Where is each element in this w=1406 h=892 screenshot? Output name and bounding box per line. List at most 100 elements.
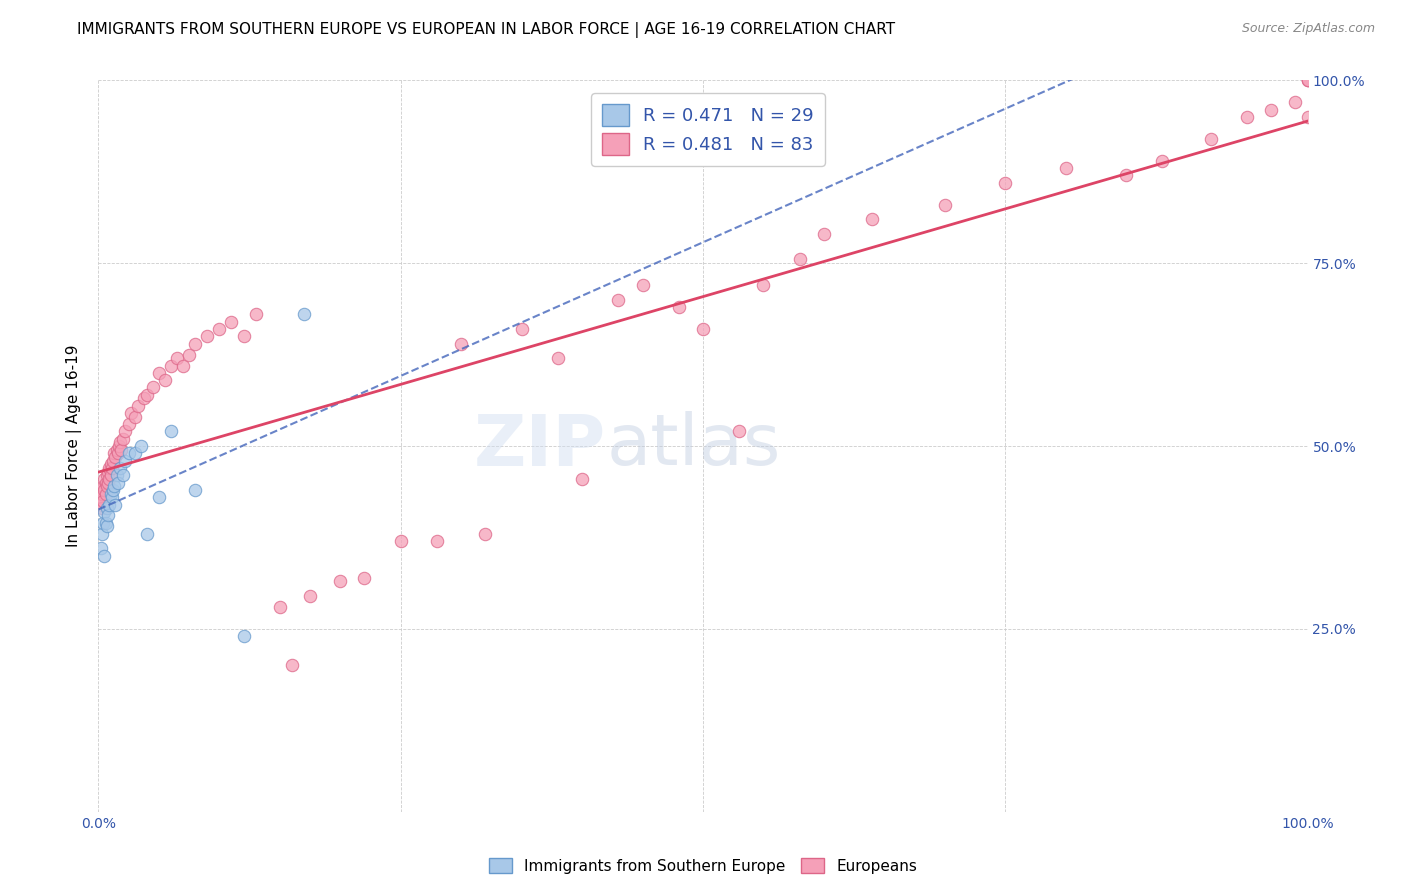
Point <box>105 442 128 457</box>
Point <box>245 307 267 321</box>
Point <box>98 472 121 486</box>
Point <box>195 329 218 343</box>
Point <box>426 534 449 549</box>
Point <box>281 658 304 673</box>
Point <box>728 425 751 439</box>
Point <box>91 494 114 508</box>
Point <box>135 388 157 402</box>
Point <box>94 475 117 490</box>
Point <box>1284 95 1306 110</box>
Point <box>221 315 243 329</box>
Point <box>153 373 176 387</box>
Point <box>94 486 117 500</box>
Point <box>129 439 152 453</box>
Point <box>118 446 141 460</box>
Point <box>389 534 412 549</box>
Point <box>118 417 141 431</box>
Point <box>510 322 533 336</box>
Point <box>101 483 124 497</box>
Point <box>353 571 375 585</box>
Point <box>135 526 157 541</box>
Text: Source: ZipAtlas.com: Source: ZipAtlas.com <box>1241 22 1375 36</box>
Point <box>108 461 131 475</box>
Point <box>184 336 207 351</box>
Point <box>91 501 114 516</box>
Point <box>1152 153 1174 168</box>
Point <box>100 468 122 483</box>
Point <box>1296 110 1319 124</box>
Point <box>813 227 835 241</box>
Point <box>124 446 146 460</box>
Point <box>100 461 122 475</box>
Point <box>474 526 496 541</box>
Point <box>668 300 690 314</box>
Point <box>172 359 194 373</box>
Point <box>114 425 136 439</box>
Point <box>93 472 115 486</box>
Y-axis label: In Labor Force | Age 16-19: In Labor Force | Age 16-19 <box>66 344 83 548</box>
Point <box>93 505 115 519</box>
Point <box>160 425 183 439</box>
Point <box>90 541 112 556</box>
Point <box>96 519 118 533</box>
Point <box>97 465 120 479</box>
Point <box>1296 73 1319 87</box>
Point <box>91 526 114 541</box>
Point <box>101 453 124 467</box>
Point <box>89 498 111 512</box>
Point <box>1296 73 1319 87</box>
Text: ZIP: ZIP <box>474 411 606 481</box>
Point <box>114 453 136 467</box>
Point <box>111 432 134 446</box>
Point <box>108 439 131 453</box>
Point <box>91 486 114 500</box>
Point <box>100 457 122 471</box>
Point <box>100 486 122 500</box>
Point <box>1199 132 1222 146</box>
Point <box>98 498 121 512</box>
Point <box>450 336 472 351</box>
Legend: R = 0.471   N = 29, R = 0.481   N = 83: R = 0.471 N = 29, R = 0.481 N = 83 <box>591 93 825 166</box>
Point <box>994 176 1017 190</box>
Point <box>1260 103 1282 117</box>
Point <box>108 435 131 450</box>
Point <box>93 549 115 563</box>
Point <box>1236 110 1258 124</box>
Point <box>124 409 146 424</box>
Point <box>111 468 134 483</box>
Point <box>104 450 127 464</box>
Point <box>208 322 231 336</box>
Point <box>103 446 125 460</box>
Point <box>148 490 170 504</box>
Point <box>93 483 115 497</box>
Text: atlas: atlas <box>606 411 780 481</box>
Point <box>1054 161 1077 175</box>
Point <box>127 399 149 413</box>
Point <box>934 197 956 211</box>
Point <box>103 479 125 493</box>
Point <box>148 366 170 380</box>
Point <box>120 406 142 420</box>
Point <box>232 329 254 343</box>
Legend: Immigrants from Southern Europe, Europeans: Immigrants from Southern Europe, Europea… <box>484 852 922 880</box>
Point <box>571 472 593 486</box>
Point <box>97 475 120 490</box>
Point <box>107 475 129 490</box>
Point <box>232 629 254 643</box>
Point <box>299 589 322 603</box>
Point <box>96 501 118 516</box>
Point <box>97 508 120 523</box>
Point <box>329 574 352 589</box>
Point <box>166 351 188 366</box>
Point <box>860 212 883 227</box>
Point <box>90 483 112 497</box>
Point <box>789 252 811 267</box>
Point <box>96 479 118 493</box>
Point <box>752 278 775 293</box>
Point <box>134 392 156 406</box>
Point <box>607 293 630 307</box>
Point <box>94 516 117 530</box>
Point <box>184 483 207 497</box>
Point <box>160 359 183 373</box>
Point <box>96 468 118 483</box>
